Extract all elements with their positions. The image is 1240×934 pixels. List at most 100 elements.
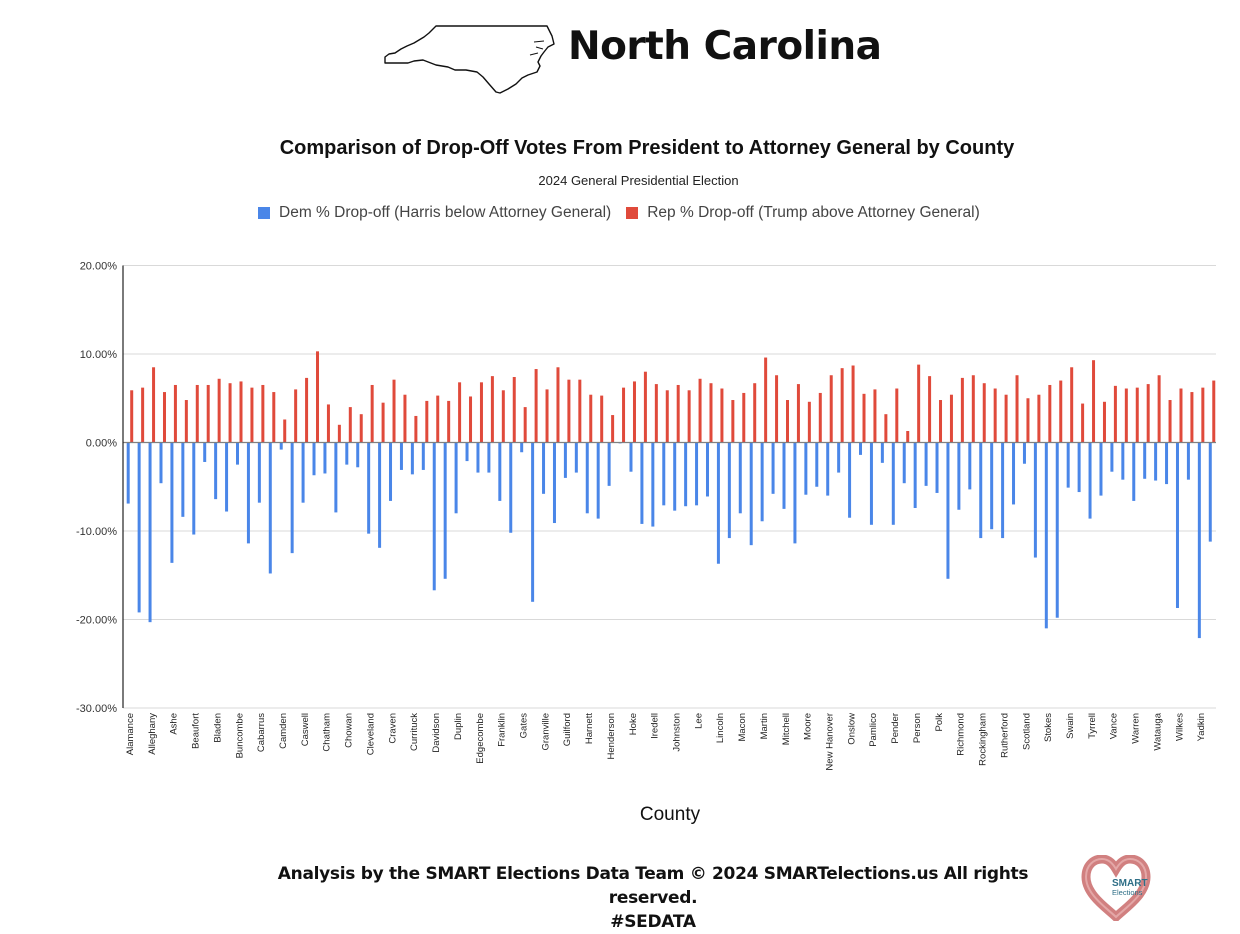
bar-dem-wayne <box>1165 442 1169 485</box>
bar-rep-davie <box>447 400 451 443</box>
bar-rep-brunswick <box>228 383 232 443</box>
bar-dem-chatham <box>323 442 327 474</box>
bar-rep-henderson <box>611 415 615 443</box>
x-tick-label: Buncombe <box>234 713 245 758</box>
bar-dem-bertie <box>203 442 207 462</box>
bar-rep-lenoir <box>709 383 713 443</box>
bar-rep-pitt <box>928 376 932 443</box>
legend-item-rep: Rep % Drop-off (Trump above Attorney Gen… <box>626 204 980 222</box>
bar-dem-davidson <box>432 442 436 591</box>
bar-rep-washington <box>1146 384 1150 443</box>
x-tick-label: Guilford <box>562 713 573 746</box>
x-tick-label: Swain <box>1065 713 1076 739</box>
bar-dem-davie <box>443 442 447 579</box>
legend-item-dem: Dem % Drop-off (Harris below Attorney Ge… <box>258 204 611 222</box>
bar-rep-jones <box>687 390 691 443</box>
bar-dem-richmond <box>957 442 961 510</box>
bar-rep-ashe <box>173 384 177 443</box>
bar-rep-mecklenburg <box>775 375 779 443</box>
x-axis-title: County <box>639 804 701 825</box>
x-tick-label: Hoke <box>628 713 639 735</box>
bar-dem-nash <box>815 442 819 487</box>
bar-dem-granville <box>542 442 546 494</box>
x-tick-label: Tyrrell <box>1087 713 1098 739</box>
bar-rep-cabarrus <box>261 384 265 443</box>
x-tick-label: Duplin <box>453 713 464 740</box>
bar-rep-swain <box>1070 367 1074 443</box>
bar-rep-northampton <box>840 368 844 443</box>
bar-rep-mitchell <box>786 400 789 443</box>
bar-rep-union <box>1102 401 1106 443</box>
bar-dem-rutherford <box>1001 442 1005 539</box>
bar-rep-martin <box>764 357 768 443</box>
bar-dem-buncombe <box>236 442 239 465</box>
bar-dem-carteret <box>290 442 294 554</box>
bar-dem-mcdowell <box>727 442 731 539</box>
bar-rep-bladen <box>217 378 221 443</box>
bar-rep-yancey <box>1212 380 1216 443</box>
x-tick-label: Rockingham <box>978 713 989 766</box>
bar-dem-wilson <box>1186 442 1190 480</box>
bar-rep-anson <box>162 392 166 443</box>
bar-rep-davidson <box>436 395 440 443</box>
bar-rep-bertie <box>206 384 210 443</box>
bar-dem-tyrrell <box>1088 442 1092 519</box>
x-tick-label: Scotland <box>1021 713 1032 750</box>
bar-dem-scotland <box>1022 442 1026 464</box>
bar-dem-cabarrus <box>257 442 261 503</box>
bar-rep-wilson <box>1190 392 1194 443</box>
bar-dem-duplin <box>454 442 458 514</box>
bar-rep-chatham <box>326 404 330 443</box>
bar-rep-columbus <box>381 402 385 443</box>
x-tick-label: Vance <box>1109 713 1120 739</box>
bar-dem-jones <box>684 442 688 507</box>
bar-rep-gates <box>523 407 527 443</box>
bar-dem-hoke <box>629 442 633 472</box>
chart-title: Comparison of Drop-Off Votes From Presid… <box>279 137 1015 159</box>
bar-rep-tyrrell <box>1092 360 1096 443</box>
bar-dem-ashe <box>170 442 174 563</box>
x-tick-label: Harnett <box>584 713 595 745</box>
bar-rep-iredell <box>654 384 658 443</box>
bar-rep-jackson <box>665 390 669 443</box>
bar-dem-avery <box>181 442 185 517</box>
bar-rep-alamance <box>130 390 134 443</box>
bar-rep-buncombe <box>239 381 243 443</box>
y-tick-label: 20.00% <box>80 261 118 273</box>
bar-rep-catawba <box>316 351 320 443</box>
bar-dem-beaufort <box>192 442 196 535</box>
bar-dem-sampson <box>1012 442 1016 505</box>
x-tick-label: Watauga <box>1152 712 1163 750</box>
bar-dem-caswell <box>301 442 305 503</box>
bar-rep-caldwell <box>272 392 276 443</box>
bar-rep-macon <box>742 392 746 443</box>
bar-rep-wake <box>1124 388 1128 443</box>
bar-rep-sampson <box>1015 375 1019 443</box>
bar-dem-lee <box>695 442 699 506</box>
bar-dem-currituck <box>410 442 414 475</box>
bar-dem-anson <box>159 442 163 484</box>
x-tick-label: Onslow <box>846 713 857 745</box>
bar-dem-guilford <box>563 442 567 478</box>
x-tick-label: Cabarrus <box>256 713 267 752</box>
bar-dem-haywood <box>596 442 600 519</box>
bar-rep-wayne <box>1168 400 1172 443</box>
bar-dem-halifax <box>574 442 578 473</box>
x-tick-label: Alamance <box>125 713 136 755</box>
bar-dem-yancey <box>1208 442 1212 542</box>
bar-rep-polk <box>939 400 943 443</box>
bar-dem-swain <box>1066 442 1070 488</box>
bar-rep-greene <box>556 367 560 443</box>
bar-dem-yadkin <box>1197 442 1201 639</box>
bar-rep-madison <box>753 383 757 443</box>
x-tick-label: Wilkes <box>1174 713 1185 741</box>
bar-rep-pender <box>895 388 899 443</box>
x-tick-label: Currituck <box>409 713 420 751</box>
bar-rep-halifax <box>578 379 582 443</box>
bar-rep-gaston <box>512 377 516 443</box>
bar-rep-currituck <box>414 415 418 443</box>
bar-dem-northampton <box>837 442 841 473</box>
bar-dem-edgecombe <box>476 442 480 473</box>
bar-rep-mcdowell <box>731 400 735 443</box>
bar-dem-polk <box>935 442 939 493</box>
